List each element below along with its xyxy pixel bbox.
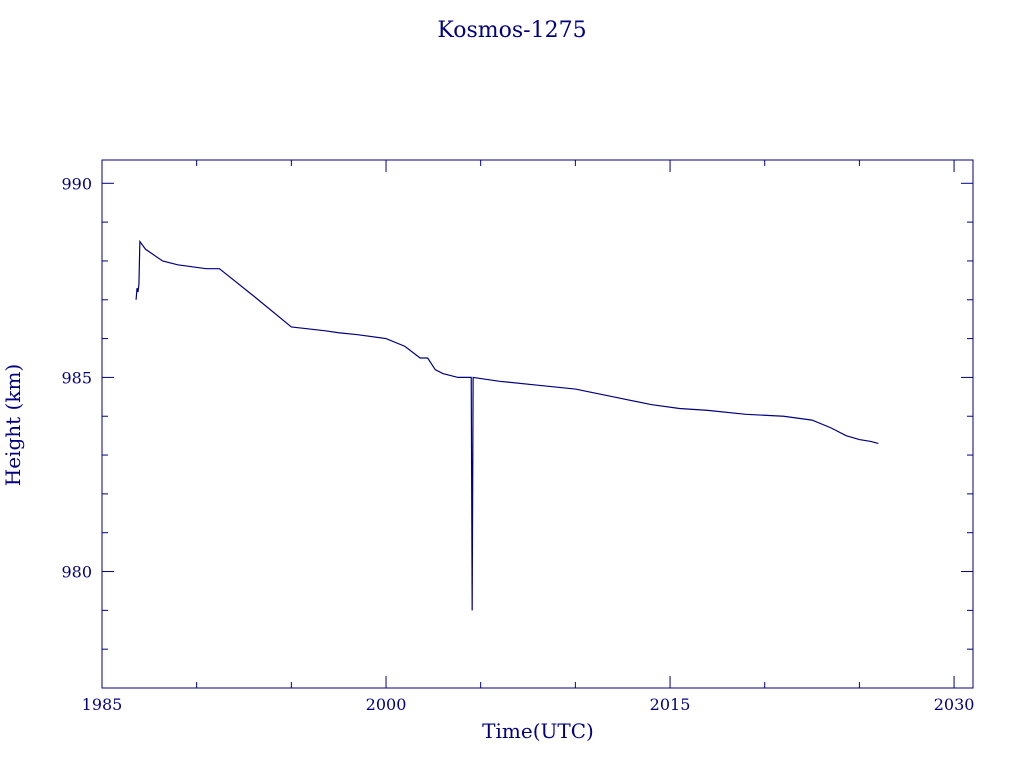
axis-ticks bbox=[101, 160, 973, 689]
y-tick-label: 985 bbox=[61, 368, 92, 387]
x-tick-label: 1985 bbox=[82, 695, 123, 714]
x-tick-label: 2015 bbox=[650, 695, 691, 714]
plot-frame bbox=[101, 159, 974, 689]
y-tick-label: 980 bbox=[61, 563, 92, 582]
chart-title: Kosmos-1275 bbox=[437, 18, 586, 43]
y-axis-label: Height (km) bbox=[1, 364, 25, 486]
x-tick-label: 2030 bbox=[934, 695, 975, 714]
series-line bbox=[135, 239, 879, 611]
x-tick-label: 2000 bbox=[366, 695, 407, 714]
y-tick-label: 990 bbox=[61, 174, 92, 193]
x-axis-label: Time(UTC) bbox=[482, 719, 594, 743]
tick-labels: 1985 2000 2015 2030 980 985 990 bbox=[61, 174, 974, 714]
